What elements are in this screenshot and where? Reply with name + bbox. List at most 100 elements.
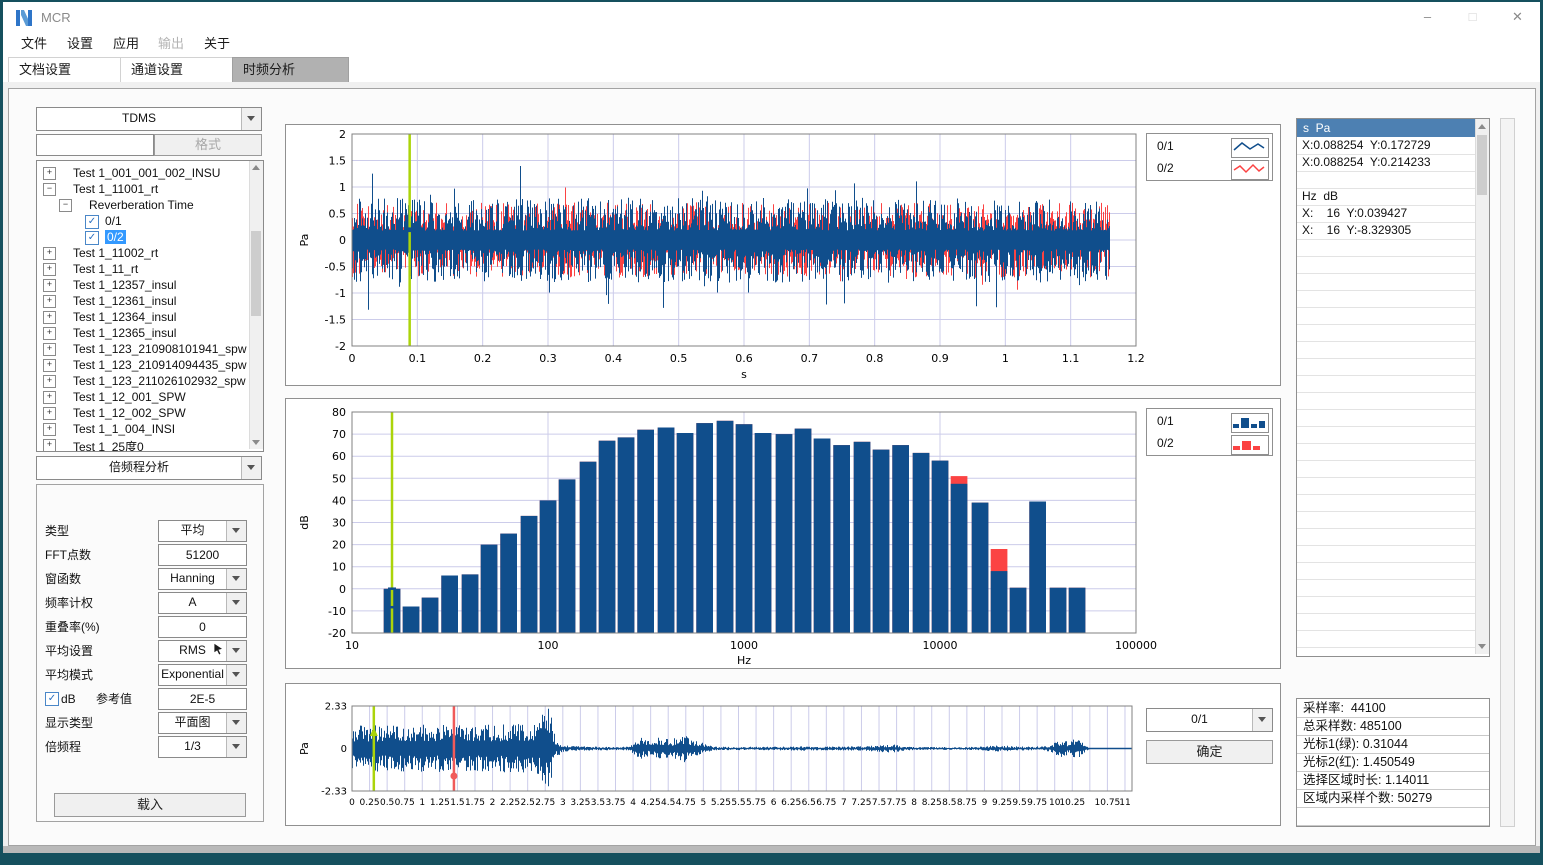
tree-item[interactable]: +Test 1_001_001_002_INSU — [37, 165, 242, 181]
readout-row[interactable] — [1297, 494, 1476, 512]
expand-icon[interactable]: + — [43, 167, 56, 180]
db-checkbox[interactable]: ✓ — [45, 692, 59, 706]
reference-value-input[interactable]: 2E-5 — [158, 688, 247, 710]
tab-0[interactable]: 文档设置 — [8, 57, 121, 83]
form-select-dropdown-button[interactable] — [226, 593, 246, 613]
file-format-combobox[interactable]: TDMS — [36, 107, 262, 131]
minimize-button[interactable]: – — [1405, 2, 1450, 32]
expand-icon[interactable]: + — [43, 263, 56, 276]
scroll-up-icon[interactable] — [252, 165, 260, 170]
readout-row[interactable] — [1297, 562, 1476, 580]
expand-icon[interactable]: + — [43, 391, 56, 404]
file-format-dropdown-button[interactable] — [241, 108, 261, 130]
tree-item[interactable]: ✓0/2 — [37, 229, 242, 245]
readout-row[interactable] — [1297, 358, 1476, 376]
tree-item[interactable]: +Test 1_25度0 — [37, 437, 242, 452]
readout-row[interactable] — [1297, 443, 1476, 461]
form-select-8[interactable]: 平面图 — [158, 712, 247, 734]
expand-icon[interactable]: + — [43, 423, 56, 436]
expand-icon[interactable]: + — [43, 327, 56, 340]
readout-row[interactable] — [1297, 579, 1476, 597]
load-button[interactable]: 载入 — [54, 793, 246, 817]
tree-item[interactable]: +Test 1_12361_insul — [37, 293, 242, 309]
form-select-dropdown-button[interactable] — [226, 641, 246, 661]
readout-header[interactable]: s Pa — [1297, 119, 1476, 137]
tab-2[interactable]: 时频分析 — [232, 57, 349, 83]
tree-item[interactable]: +Test 1_12365_insul — [37, 325, 242, 341]
tree-scrollbar[interactable] — [249, 161, 263, 449]
readout-row[interactable] — [1297, 256, 1476, 274]
expand-icon[interactable]: + — [43, 359, 56, 372]
channel-select-dropdown-button[interactable] — [1252, 709, 1272, 731]
right-splitter[interactable] — [1500, 118, 1515, 827]
readout-row[interactable] — [1297, 460, 1476, 478]
expand-icon[interactable]: + — [43, 407, 56, 420]
readout-row[interactable]: Hz dB — [1297, 188, 1476, 206]
form-select-dropdown-button[interactable] — [226, 521, 246, 541]
form-select-3[interactable]: A — [158, 592, 247, 614]
menu-item-4[interactable]: 关于 — [198, 34, 236, 54]
readout-row[interactable] — [1297, 239, 1476, 257]
legend-row[interactable]: 0/2 — [1147, 158, 1272, 180]
form-select-0[interactable]: 平均 — [158, 520, 247, 542]
format-button[interactable]: 格式 — [154, 134, 262, 156]
form-select-9[interactable]: 1/3 — [158, 736, 247, 758]
expand-icon[interactable]: + — [43, 279, 56, 292]
readout-row[interactable]: X: 16 Y:-8.329305 — [1297, 222, 1476, 240]
tab-1[interactable]: 通道设置 — [120, 57, 233, 83]
tree-checkbox[interactable]: ✓ — [85, 231, 99, 245]
readout-row[interactable] — [1297, 375, 1476, 393]
tree-item[interactable]: ✓0/1 — [37, 213, 242, 229]
form-select-5[interactable]: RMS — [158, 640, 247, 662]
tree-item[interactable]: +Test 1_12364_insul — [37, 309, 242, 325]
readout-row[interactable] — [1297, 528, 1476, 546]
tree-checkbox[interactable]: ✓ — [85, 215, 99, 229]
readout-row[interactable] — [1297, 290, 1476, 308]
full-waveform-chart[interactable]: 2.330-2.3300.250.50.7511.251.51.7522.252… — [286, 684, 1280, 825]
form-select-dropdown-button[interactable] — [226, 737, 246, 757]
tree-item[interactable]: −Reverberation Time — [37, 197, 242, 213]
analysis-type-combobox[interactable]: 倍频程分析 — [36, 456, 262, 480]
legend-row[interactable]: 0/1 — [1147, 136, 1272, 158]
readout-row[interactable] — [1297, 409, 1476, 427]
tree-item[interactable]: −Test 1_11001_rt — [37, 181, 242, 197]
tree-item[interactable]: +Test 1_123_210914094435_spw — [37, 357, 242, 373]
menu-item-0[interactable]: 文件 — [15, 34, 53, 54]
expand-icon[interactable]: + — [43, 311, 56, 324]
form-select-2[interactable]: Hanning — [158, 568, 247, 590]
close-button[interactable]: ✕ — [1495, 2, 1540, 32]
form-select-6[interactable]: Exponential — [158, 664, 247, 686]
readout-row[interactable] — [1297, 596, 1476, 614]
readout-row[interactable] — [1297, 307, 1476, 325]
channel-select-combobox[interactable]: 0/1 — [1146, 708, 1273, 732]
confirm-button[interactable]: 确定 — [1146, 740, 1273, 764]
readout-row[interactable] — [1297, 545, 1476, 563]
filter-input[interactable] — [36, 134, 154, 156]
collapse-icon[interactable]: − — [59, 199, 72, 212]
tree-item[interactable]: +Test 1_12_002_SPW — [37, 405, 242, 421]
readout-row[interactable]: X: 16 Y:0.039427 — [1297, 205, 1476, 223]
menu-item-3[interactable]: 输出 — [152, 34, 190, 54]
tree-item[interactable]: +Test 1_123_210908101941_spw — [37, 341, 242, 357]
tree-item[interactable]: +Test 1_12_001_SPW — [37, 389, 242, 405]
readout-row[interactable] — [1297, 613, 1476, 631]
scroll-down-icon[interactable] — [252, 440, 260, 445]
form-select-dropdown-button[interactable] — [226, 713, 246, 733]
readout-row[interactable] — [1297, 477, 1476, 495]
scroll-up-icon[interactable] — [1478, 124, 1486, 129]
legend-row[interactable]: 0/2 — [1147, 433, 1272, 455]
tree-item[interactable]: +Test 1_11_rt — [37, 261, 242, 277]
expand-icon[interactable]: + — [43, 439, 56, 452]
tree-item[interactable]: +Test 1_1_004_INSI — [37, 421, 242, 437]
expand-icon[interactable]: + — [43, 375, 56, 388]
expand-icon[interactable]: + — [43, 247, 56, 260]
readout-row[interactable] — [1297, 324, 1476, 342]
readout-scroll-thumb[interactable] — [1477, 135, 1487, 195]
file-tree[interactable]: +Test 1_001_001_002_INSU−Test 1_11001_rt… — [36, 160, 264, 452]
tree-item[interactable]: +Test 1_12357_insul — [37, 277, 242, 293]
octave-spectrum-chart[interactable]: 80706050403020100-10-2010100100010000100… — [286, 399, 1280, 668]
readout-row[interactable] — [1297, 511, 1476, 529]
menu-item-2[interactable]: 应用 — [107, 34, 145, 54]
expand-icon[interactable]: + — [43, 343, 56, 356]
form-select-dropdown-button[interactable] — [226, 569, 246, 589]
